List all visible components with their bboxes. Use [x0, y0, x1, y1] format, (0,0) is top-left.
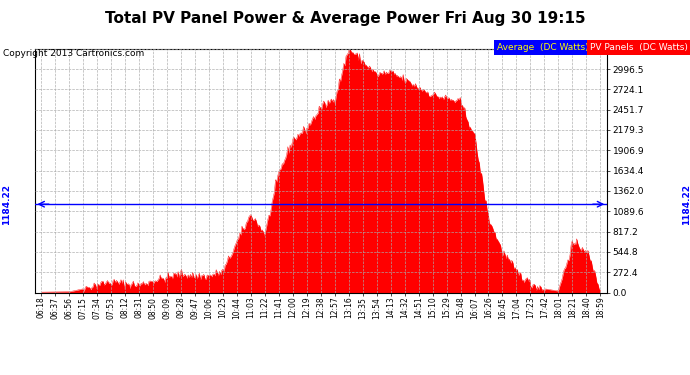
Text: 1184.22: 1184.22 — [2, 184, 12, 225]
Text: Copyright 2013 Cartronics.com: Copyright 2013 Cartronics.com — [3, 49, 145, 58]
Text: 1184.22: 1184.22 — [682, 184, 690, 225]
Text: PV Panels  (DC Watts): PV Panels (DC Watts) — [590, 43, 688, 52]
Text: Total PV Panel Power & Average Power Fri Aug 30 19:15: Total PV Panel Power & Average Power Fri… — [105, 11, 585, 26]
Text: Average  (DC Watts): Average (DC Watts) — [497, 43, 589, 52]
